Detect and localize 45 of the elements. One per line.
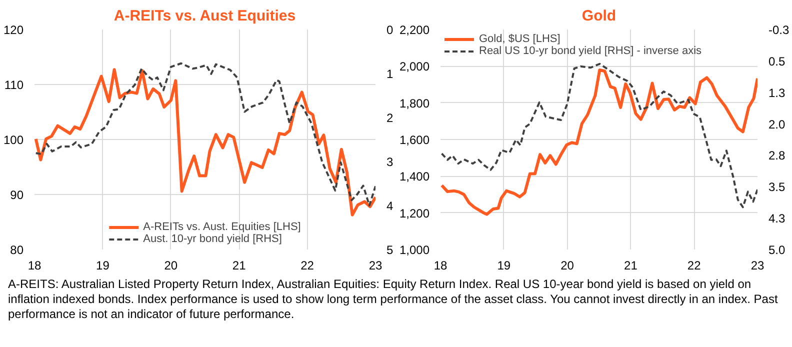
y-tick-label: 110 <box>4 78 24 92</box>
y2-tick-label: 1 <box>386 67 394 81</box>
y2-tick-label: 2.8 <box>768 148 786 163</box>
y2-tick-label: 0 <box>386 23 394 37</box>
x-tick-label: 23 <box>750 258 764 272</box>
x-tick-label: 19 <box>497 258 511 272</box>
y-tick-label: 1,800 <box>399 96 430 110</box>
y-tick-label: 100 <box>3 133 24 147</box>
x-tick-label: 21 <box>624 258 638 272</box>
y2-tick-label: 4 <box>386 199 394 213</box>
y-tick-label: 1,600 <box>399 133 430 147</box>
y2-tick-label: 3.5 <box>768 180 786 194</box>
x-tick-label: 21 <box>232 258 246 272</box>
x-tick-label: 20 <box>164 258 178 272</box>
y2-tick-label: 5.0 <box>768 243 786 257</box>
y-tick-label: 2,200 <box>399 23 430 37</box>
y2-tick-label: 1.3 <box>768 86 786 100</box>
chart-title: A-REITs vs. Aust Equities <box>114 8 296 24</box>
y-tick-label: 90 <box>10 188 24 202</box>
legend-label: Real US 10-yr bond yield [RHS] - inverse axis <box>479 45 702 57</box>
x-tick-label: 23 <box>368 258 382 272</box>
y2-tick-label: 2 <box>386 111 394 125</box>
x-tick-label: 18 <box>434 258 448 272</box>
y2-tick-label: 2.0 <box>768 117 786 132</box>
y-tick-label: 120 <box>3 23 24 37</box>
y2-tick-label: 5 <box>386 243 394 257</box>
y-tick-label: 1,200 <box>399 206 430 220</box>
x-tick-label: 19 <box>96 258 110 272</box>
x-tick-label: 18 <box>28 258 42 272</box>
chart-title: Gold <box>582 8 616 24</box>
y-tick-label: 80 <box>10 243 24 257</box>
y-tick-label: 1,000 <box>399 243 430 257</box>
legend-label: A-REITs vs. Aust. Equities [LHS] <box>143 221 301 233</box>
text: A-REITS: Australian Listed Property Return Index, Australian Equities: Equity Return Index. Real US 10-year bond yield is based on yield on inflation indexed bonds. Index performance is used to show long term performance of the asset class. You cannot invest directly in an index. Past performance is not an indicator of future performance. <box>8 277 779 322</box>
y2-tick-label: 0.5 <box>768 54 786 68</box>
y2-tick-label: -0.3 <box>768 23 790 37</box>
y2-tick-label: 3 <box>386 155 394 169</box>
y2-tick-label: 4.3 <box>768 212 786 226</box>
legend-label: Aust. 10-yr bond yield [RHS] <box>143 233 282 245</box>
y-tick-label: 2,000 <box>399 60 430 74</box>
x-tick-label: 22 <box>300 258 314 272</box>
x-tick-label: 22 <box>687 258 702 272</box>
y-tick-label: 1,400 <box>399 170 430 184</box>
legend-label: Gold, $US [LHS] <box>479 33 560 45</box>
x-tick-label: 20 <box>560 258 574 272</box>
